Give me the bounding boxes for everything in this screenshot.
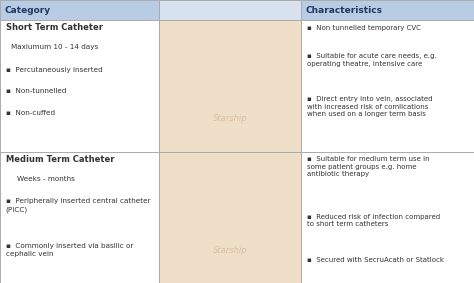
Text: ▪  Reduced risk of infection compared
to short term catheters: ▪ Reduced risk of infection compared to … (307, 214, 440, 228)
Text: ▪  Non-cuffed: ▪ Non-cuffed (6, 110, 55, 115)
Text: Category: Category (5, 6, 51, 15)
Text: Medium Term Catheter: Medium Term Catheter (6, 155, 114, 164)
Text: ▪  Peripherally inserted central catheter
(PICC): ▪ Peripherally inserted central catheter… (6, 198, 150, 213)
Text: Characteristics: Characteristics (306, 6, 383, 15)
Bar (0, 0, 159, 20)
Text: ▪  Non tunnelled temporary CVC: ▪ Non tunnelled temporary CVC (307, 25, 420, 31)
Text: ▪  Direct entry into vein, associated
with increased risk of comlications
when u: ▪ Direct entry into vein, associated wit… (307, 96, 432, 117)
Bar (159, 152, 301, 283)
Text: Maxiumum 10 - 14 days: Maxiumum 10 - 14 days (11, 44, 99, 50)
Bar (301, 0, 474, 20)
Bar (159, 20, 301, 152)
Text: ▪  Percutaneously inserted: ▪ Percutaneously inserted (6, 67, 102, 73)
Text: ▪  Non-tunnelled: ▪ Non-tunnelled (6, 88, 66, 94)
Bar (0, 20, 474, 152)
Bar (159, 0, 301, 20)
Text: ▪  Suitable for acute care needs, e.g.
operating theatre, intensive care: ▪ Suitable for acute care needs, e.g. op… (307, 53, 437, 67)
Text: Starship: Starship (212, 246, 247, 255)
Text: Short Term Catheter: Short Term Catheter (6, 23, 103, 32)
Text: Weeks - months: Weeks - months (17, 176, 75, 182)
Text: Starship: Starship (212, 114, 247, 123)
Text: ▪  Suitable for medium term use in
some patient groups e.g. home
antibiotic ther: ▪ Suitable for medium term use in some p… (307, 156, 429, 177)
Bar (0, 152, 474, 283)
Text: ▪  Commonly inserted via basilic or
cephalic vein: ▪ Commonly inserted via basilic or cepha… (6, 243, 133, 257)
Text: ▪  Secured with SecruAcath or Statlock: ▪ Secured with SecruAcath or Statlock (307, 257, 444, 263)
